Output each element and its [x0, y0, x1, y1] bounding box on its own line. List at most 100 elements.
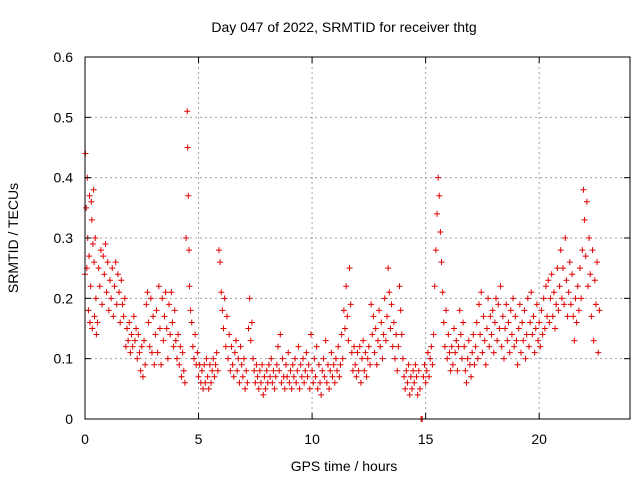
- data-point: [424, 349, 431, 356]
- data-point: [240, 355, 247, 362]
- data-point: [136, 349, 143, 356]
- data-point: [596, 307, 603, 314]
- data-point: [151, 361, 158, 368]
- data-point: [259, 361, 266, 368]
- data-point: [161, 313, 168, 320]
- data-point: [135, 331, 142, 338]
- data-point: [209, 367, 216, 374]
- data-point: [335, 343, 342, 350]
- data-point: [233, 337, 240, 344]
- data-point: [244, 379, 251, 386]
- data-point: [512, 313, 519, 320]
- data-point: [443, 307, 450, 314]
- data-point: [106, 277, 113, 284]
- axis-ticks: [84, 56, 630, 420]
- data-point: [536, 319, 543, 326]
- data-point: [195, 373, 202, 380]
- data-point: [270, 367, 277, 374]
- data-point: [399, 355, 406, 362]
- data-point: [504, 337, 511, 344]
- data-point: [301, 379, 308, 386]
- data-point: [338, 331, 345, 338]
- data-point: [461, 343, 468, 350]
- y-tick-label: 0.2: [54, 290, 74, 306]
- data-point: [253, 361, 260, 368]
- data-point: [92, 295, 99, 302]
- data-point: [257, 379, 264, 386]
- data-point: [414, 391, 421, 398]
- data-point: [495, 301, 502, 308]
- data-point: [111, 283, 118, 290]
- data-point: [307, 331, 314, 338]
- data-point: [148, 349, 155, 356]
- data-point: [520, 337, 527, 344]
- data-point: [306, 385, 313, 392]
- data-point: [91, 313, 98, 320]
- data-point: [581, 216, 588, 223]
- data-point: [158, 361, 165, 368]
- data-point: [191, 355, 197, 362]
- data-point: [119, 301, 126, 308]
- data-point: [203, 355, 210, 362]
- data-point: [373, 361, 380, 368]
- data-point: [472, 343, 479, 350]
- data-point: [591, 277, 598, 284]
- data-point: [445, 331, 452, 338]
- data-point: [263, 367, 270, 374]
- data-point: [458, 355, 465, 362]
- data-point: [538, 307, 545, 314]
- data-point: [219, 307, 226, 314]
- data-point: [88, 198, 95, 205]
- data-point: [184, 144, 191, 151]
- data-point: [223, 313, 230, 320]
- data-point: [332, 355, 339, 362]
- x-tick-label: 5: [195, 431, 203, 447]
- data-point: [212, 361, 219, 368]
- data-point: [298, 373, 305, 380]
- data-point: [282, 361, 289, 368]
- data-point: [489, 307, 496, 314]
- data-point: [125, 337, 132, 344]
- data-point: [309, 367, 316, 374]
- data-point: [292, 355, 299, 362]
- data-point: [503, 301, 510, 308]
- data-point: [448, 343, 455, 350]
- data-point: [548, 271, 555, 278]
- data-point: [262, 385, 269, 392]
- data-point: [349, 367, 356, 374]
- data-point: [227, 367, 234, 374]
- data-point: [202, 379, 209, 386]
- data-point: [411, 379, 418, 386]
- data-point: [167, 331, 174, 338]
- data-point: [108, 295, 115, 302]
- data-point: [252, 379, 259, 386]
- data-point: [574, 283, 581, 290]
- data-point: [222, 343, 229, 350]
- data-point: [397, 307, 404, 314]
- data-point: [254, 373, 261, 380]
- data-point: [580, 186, 587, 193]
- data-point: [423, 367, 430, 374]
- data-point: [164, 355, 171, 362]
- data-point: [518, 349, 524, 356]
- data-point: [440, 319, 447, 326]
- data-point: [365, 343, 372, 350]
- data-point: [361, 367, 368, 374]
- data-point: [402, 385, 409, 392]
- data-point: [101, 271, 108, 278]
- data-point: [530, 313, 537, 320]
- data-point: [204, 373, 211, 380]
- data-point: [131, 337, 138, 344]
- data-point: [384, 313, 391, 320]
- data-point: [304, 373, 311, 380]
- data-point: [329, 373, 336, 380]
- data-point: [562, 235, 569, 241]
- data-point: [515, 325, 522, 332]
- data-point: [351, 343, 358, 350]
- data-point: [279, 355, 286, 362]
- data-point: [97, 247, 104, 254]
- data-point: [370, 313, 377, 320]
- data-point: [359, 355, 366, 362]
- data-point: [214, 367, 221, 374]
- data-point: [130, 313, 137, 320]
